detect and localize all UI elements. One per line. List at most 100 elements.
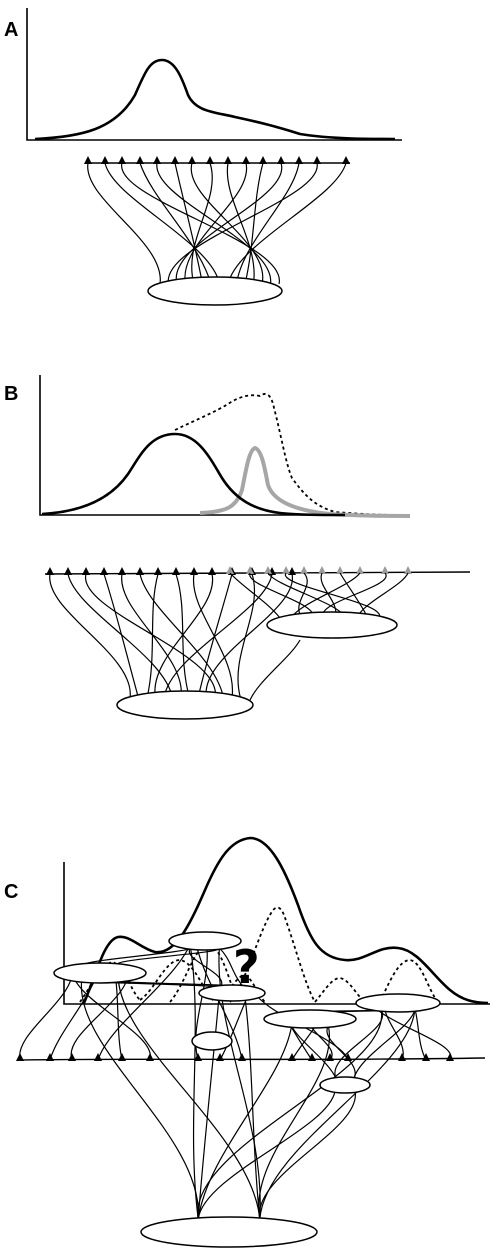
panel-b-first-pool-curve	[41, 432, 346, 517]
recording-site-triangle	[295, 156, 303, 164]
recording-site-triangle	[136, 567, 144, 575]
recording-site-triangle	[153, 156, 161, 164]
axon-fiber	[167, 162, 318, 285]
recording-site-triangle	[422, 1053, 430, 1061]
axon-fiber	[156, 162, 272, 285]
recording-site-triangle-gray	[318, 566, 326, 574]
recording-site-triangle	[154, 567, 162, 575]
axon-fiber	[175, 162, 283, 285]
neuron-pool	[191, 1031, 233, 1051]
axon-fiber	[353, 1009, 416, 1080]
axon-fiber	[244, 998, 261, 1220]
recording-site-triangle	[68, 1053, 76, 1061]
recording-site-triangle-gray	[356, 566, 364, 574]
axon-fiber	[290, 572, 361, 619]
axon-fiber	[188, 947, 223, 988]
panel-a-recording-sites	[84, 156, 350, 164]
panel-b-label: B	[4, 383, 18, 405]
axon-fiber	[146, 573, 159, 699]
recording-site-triangle	[446, 1053, 454, 1061]
axon-fiber	[229, 572, 281, 619]
axon-fiber	[237, 573, 256, 699]
recording-site-triangle	[288, 1053, 296, 1061]
panel-c-label: C	[4, 881, 18, 903]
recording-site-triangle-gray	[246, 566, 254, 574]
axon-fiber	[191, 162, 213, 285]
axon-fiber	[104, 162, 221, 285]
panel-a-axes	[26, 8, 402, 141]
neuron-pool	[355, 993, 441, 1013]
axon-fiber	[249, 639, 301, 701]
axon-fiber	[258, 1025, 331, 1220]
panel-a-label: A	[4, 19, 18, 41]
axon-fiber	[67, 573, 174, 699]
panel-c: C ?	[4, 836, 490, 1248]
axon-fiber	[190, 162, 264, 285]
recording-site-triangle	[242, 156, 250, 164]
axon-fiber	[175, 573, 191, 699]
axon-fiber	[197, 573, 233, 699]
panel-b-axes	[39, 375, 405, 516]
recording-site-triangle	[172, 567, 180, 575]
axon-fiber	[154, 573, 214, 699]
recording-site-triangle	[64, 567, 72, 575]
axon-fiber	[285, 572, 380, 619]
axon-fiber	[139, 162, 212, 285]
panel-b-axon-bundles	[49, 572, 409, 701]
axon-fiber	[218, 947, 245, 988]
recording-site-triangle	[188, 156, 196, 164]
axon-fiber	[121, 573, 182, 699]
axon-fiber	[197, 1025, 293, 1220]
axon-fiber	[205, 573, 293, 699]
axon-fiber	[103, 573, 140, 699]
panel-b-summed-curve	[174, 393, 401, 516]
axon-fiber	[85, 573, 216, 699]
recording-site-triangle-gray	[381, 566, 389, 574]
recording-site-triangle	[100, 567, 108, 575]
axon-fiber	[259, 1009, 416, 1220]
axon-fiber	[226, 162, 255, 285]
panel-c-axes	[63, 862, 490, 1005]
recording-site-triangle	[46, 1053, 54, 1061]
recording-site-triangle	[190, 567, 198, 575]
axon-fiber	[121, 162, 280, 285]
recording-site-triangle-gray	[404, 566, 412, 574]
axon-fiber	[49, 573, 131, 699]
recording-site-triangle	[206, 156, 214, 164]
axon-fiber	[80, 980, 199, 1220]
panel-a-axon-bundle	[87, 162, 347, 285]
panel-b: B	[4, 375, 471, 720]
axon-fiber	[298, 572, 308, 619]
neuron-pool	[168, 931, 242, 951]
recording-site-triangle	[342, 156, 350, 164]
axon-fiber	[249, 572, 314, 619]
axon-fiber	[227, 162, 347, 285]
axon-fiber	[117, 980, 261, 1220]
recording-site-triangle	[313, 156, 321, 164]
panel-c-surface-line	[19, 1057, 486, 1061]
axon-fiber	[192, 573, 234, 699]
panel-b-second-neuron-pool	[266, 611, 398, 639]
recording-site-triangle	[171, 156, 179, 164]
recording-site-triangle	[398, 1053, 406, 1061]
recording-site-triangle	[118, 156, 126, 164]
panel-b-recording-sites	[46, 566, 412, 575]
axon-fiber	[139, 573, 225, 699]
panel-b-surface-line	[44, 571, 471, 575]
recording-site-triangle	[136, 156, 144, 164]
axon-fiber	[218, 947, 261, 1220]
axon-fiber	[259, 1090, 356, 1220]
recording-site-triangle	[344, 1053, 352, 1061]
recording-site-triangle-gray	[264, 566, 272, 574]
neuron-pool	[53, 962, 147, 984]
axon-fiber	[235, 162, 300, 285]
neuron-pool	[263, 1009, 357, 1029]
axon-fiber	[174, 162, 204, 285]
recording-site-triangle	[101, 156, 109, 164]
panel-c-neuron-pools	[53, 931, 441, 1248]
recording-site-triangle-gray	[282, 566, 290, 574]
recording-site-triangle	[277, 156, 285, 164]
recording-site-triangle	[84, 156, 92, 164]
neuron-pool	[319, 1076, 371, 1094]
